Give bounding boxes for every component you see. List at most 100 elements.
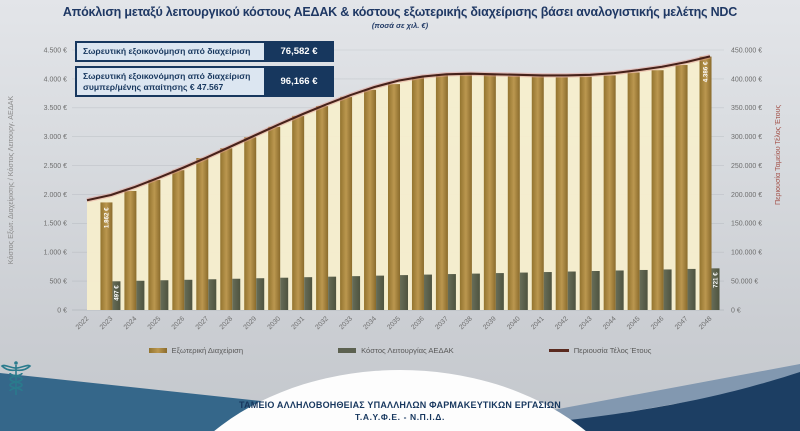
bar-external-management	[507, 76, 520, 310]
bar-external-management	[340, 96, 353, 310]
bar-aedak-cost	[112, 281, 121, 310]
left-axis-tick: 3.500 €	[44, 105, 67, 112]
right-axis-title: Περιουσία Ταμείου Τέλος Έτους	[773, 104, 782, 205]
bar-external-management	[483, 74, 496, 310]
right-axis-tick: 400.000 €	[731, 76, 762, 83]
x-axis-tick: 2029	[242, 315, 258, 331]
bar-value-label: 1.862 €	[103, 207, 110, 228]
footer-wave-right	[450, 372, 800, 431]
left-axis-tick: 4.000 €	[44, 76, 67, 83]
bar-value-label: 497 €	[114, 285, 121, 301]
x-axis-tick: 2025	[147, 315, 163, 331]
left-axis-tick: 4.500 €	[44, 47, 67, 54]
bar-external-management	[268, 126, 281, 310]
bar-external-management	[675, 65, 688, 311]
bar-external-management	[555, 77, 568, 311]
bar-aedak-cost	[639, 269, 648, 310]
x-axis-tick: 2024	[123, 315, 139, 331]
bar-aedak-cost	[328, 276, 337, 310]
bar-aedak-cost	[519, 272, 528, 310]
x-axis-tick: 2042	[554, 315, 570, 331]
bar-aedak-cost	[208, 279, 217, 310]
bar-aedak-cost	[184, 279, 193, 310]
bar-external-management	[411, 77, 424, 311]
x-axis-tick: 2028	[219, 315, 235, 331]
bar-aedak-cost	[615, 270, 624, 310]
legend-swatch-0	[148, 348, 167, 353]
legend-label-2: Περιουσία Τέλος Έτους	[573, 346, 652, 355]
bar-external-management	[124, 190, 137, 310]
bar-external-management	[196, 158, 209, 310]
page-title: Απόκλιση μεταξύ λειτουργικού κόστους ΑΕΔ…	[62, 5, 738, 19]
x-axis-tick: 2045	[626, 315, 642, 331]
legend-swatch-1	[338, 348, 357, 353]
chart-legend: Εξωτερική Διαχείριση Κόστος Λειτουργίας Α…	[0, 346, 800, 355]
left-axis-tick: 500 €	[49, 279, 67, 286]
bar-external-management	[603, 75, 616, 310]
left-axis-tick: 2.500 €	[44, 163, 67, 170]
legend-item-1: Κόστος Λειτουργίας ΑΕΔΑΚ	[338, 346, 454, 355]
caduceus-icon	[0, 361, 32, 395]
bar-aedak-cost	[232, 278, 241, 310]
bar-external-management	[244, 137, 257, 310]
bar-aedak-cost	[160, 280, 169, 310]
bar-external-management	[388, 84, 400, 310]
legend-item-2: Περιουσία Τέλος Έτους	[548, 346, 652, 355]
bar-aedak-cost	[687, 268, 696, 310]
bar-aedak-cost	[280, 277, 289, 310]
right-axis-tick: 100.000 €	[731, 250, 762, 257]
right-axis-tick: 350.000 €	[731, 105, 762, 112]
x-axis-tick: 2034	[362, 315, 378, 331]
x-axis-tick: 2037	[434, 315, 450, 331]
bar-aedak-cost	[352, 276, 361, 310]
bar-aedak-cost	[591, 271, 600, 310]
bar-aedak-cost	[711, 268, 720, 310]
bar-aedak-cost	[663, 269, 672, 310]
savings-box-2-value: 96,166 €	[264, 66, 334, 97]
savings-box-1: Σωρευτική εξοικονόμηση από διαχείριση 76…	[75, 41, 334, 62]
x-axis-tick: 2041	[530, 315, 546, 331]
bar-aedak-cost	[376, 275, 385, 310]
bar-external-management	[292, 115, 305, 310]
bar-external-management	[220, 148, 233, 310]
fund-line	[86, 55, 711, 202]
bar-external-management	[435, 74, 448, 311]
left-axis-tick: 2.000 €	[44, 192, 67, 199]
legend-label-1: Κόστος Λειτουργίας ΑΕΔΑΚ	[361, 346, 454, 355]
legend-item-0: Εξωτερική Διαχείριση	[148, 346, 243, 355]
bar-aedak-cost	[256, 278, 265, 310]
right-axis-tick: 200.000 €	[731, 192, 762, 199]
x-axis-tick: 2048	[698, 315, 714, 331]
left-axis-tick: 0 €	[57, 307, 67, 314]
right-axis-tick: 50.000 €	[731, 279, 758, 286]
left-axis-tick: 1.000 €	[44, 250, 67, 257]
x-axis-tick: 2046	[650, 315, 666, 331]
x-axis-tick: 2040	[506, 315, 522, 331]
bar-external-management	[651, 70, 664, 310]
bar-aedak-cost	[471, 273, 480, 310]
footer-content: ΤΑΜΕΙΟ ΑΛΛΗΛΟΒΟΗΘΕΙΑΣ ΥΠΑΛΛΗΛΩΝ ΦΑΡΜΑΚΕΥ…	[0, 360, 800, 431]
bar-aedak-cost	[447, 274, 456, 310]
right-axis-tick: 150.000 €	[731, 221, 762, 228]
x-axis-tick: 2027	[195, 315, 211, 331]
page-subtitle: (ποσά σε χιλ. €)	[371, 21, 429, 30]
bar-external-management	[627, 72, 640, 311]
bar-external-management	[364, 89, 377, 310]
footer-org-name: ΤΑΜΕΙΟ ΑΛΛΗΛΟΒΟΗΘΕΙΑΣ ΥΠΑΛΛΗΛΩΝ ΦΑΡΜΑΚΕΥ…	[239, 400, 561, 410]
bar-aedak-cost	[423, 274, 432, 310]
x-axis-tick: 2032	[314, 315, 330, 331]
bar-external-management	[316, 106, 329, 311]
footer-waves	[0, 364, 800, 431]
savings-box-2-label: Σωρευτική εξοικονόμηση από διαχείριση συ…	[75, 66, 264, 97]
x-axis-tick: 2036	[410, 315, 426, 331]
x-axis-tick: 2026	[171, 315, 187, 331]
right-axis-tick: 0 €	[731, 307, 741, 314]
x-axis-tick: 2047	[674, 315, 690, 331]
right-axis-tick: 250.000 €	[731, 163, 762, 170]
right-axis-tick: 300.000 €	[731, 134, 762, 141]
footer-dome	[214, 370, 586, 431]
left-axis-tick: 3.000 €	[44, 134, 67, 141]
x-axis-tick: 2023	[99, 315, 115, 331]
footer-banner: ΤΑΜΕΙΟ ΑΛΛΗΛΟΒΟΗΘΕΙΑΣ ΥΠΑΛΛΗΛΩΝ ΦΑΡΜΑΚΕΥ…	[0, 360, 800, 431]
